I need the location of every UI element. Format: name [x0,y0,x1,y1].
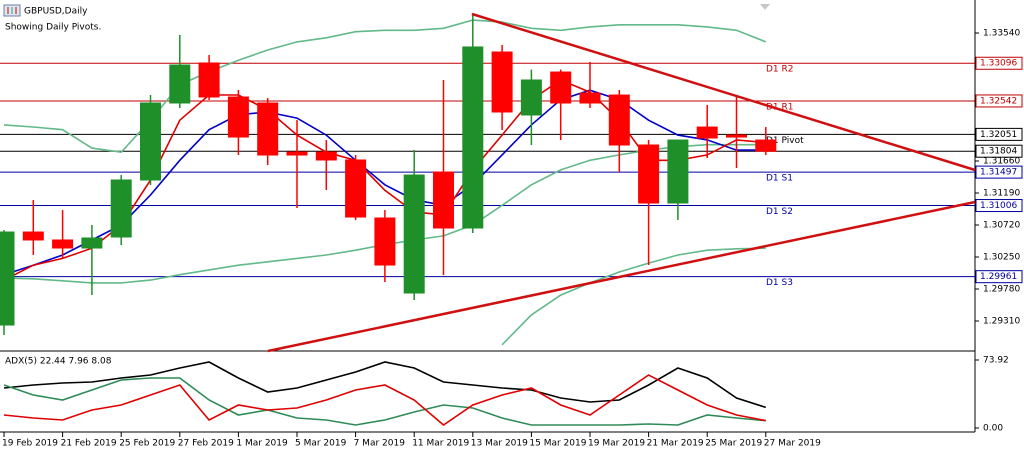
candle-body [374,217,396,266]
x-tick-label: 27 Feb 2019 [178,439,234,449]
candle-body [433,171,454,229]
candle-body [286,151,308,156]
x-tick-label: 27 Mar 2019 [764,439,821,449]
x-tick-label: 5 Mar 2019 [295,439,347,449]
candle-body [755,139,777,152]
x-tick-label: 15 Mar 2019 [529,439,586,449]
price-box [975,56,1023,70]
price-box [975,270,1023,284]
candle-body [227,96,249,138]
chart-title: GBPUSD,Daily [24,7,88,17]
price-box-label: 1.31497 [980,168,1017,178]
candle-body [315,151,337,161]
candle-body [491,51,513,113]
adx-line [3,374,766,427]
price-box-label: 1.32051 [980,130,1017,140]
price-box-label: 1.31006 [980,201,1017,211]
price-box-label: 1.33096 [980,59,1017,69]
pivot-label: D1 R2 [766,65,794,75]
price-box-label: 1.31804 [980,147,1017,157]
price-box [975,144,1023,158]
candle-body [638,144,660,204]
x-tick-label: 19 Feb 2019 [2,439,58,449]
candle-body [579,92,601,104]
candle-body [726,134,747,138]
candle-body [462,46,484,229]
y-tick-label: 1.31190 [983,189,1020,199]
pivot-label: D1 R1 [766,102,794,112]
indicator-line [3,19,767,154]
candle-body [81,237,103,249]
shift-marker [760,4,770,10]
candle-body [22,231,44,241]
chart-subtitle: Showing Daily Pivots. [5,23,101,33]
indicator-title: ADX(5) 22.44 7.96 8.08 [5,357,112,367]
candle-body [608,94,630,146]
candle-body [110,179,132,238]
trendline [267,200,976,353]
y-tick-label: 1.30250 [983,253,1020,263]
pivot-label: D1 S1 [766,174,793,184]
price-box-label: 1.29961 [980,272,1017,282]
price-box-label: 1.32542 [980,96,1017,106]
price-box [975,165,1023,179]
candle-body [520,79,542,116]
adx-line [3,377,766,426]
candle-body [198,62,220,98]
y-tick-label: 0.00 [983,424,1003,434]
x-tick-label: 11 Mar 2019 [412,439,469,449]
y-tick-label: 1.31660 [983,157,1020,167]
price-box [975,94,1023,108]
candle-body [667,139,689,204]
candle-body [403,174,425,294]
x-tick-label: 1 Mar 2019 [236,439,288,449]
y-tick-label: 73.92 [983,355,1009,365]
y-tick-label: 1.30720 [983,221,1020,231]
candle-body [52,239,74,249]
candle-body [140,102,161,181]
candle-body [550,71,572,104]
y-tick-label: 1.29780 [983,285,1020,295]
adx-panel [3,361,767,427]
price-panel: D1 R2 D1 R1 D1 Pivot D1 S1 D1 S2 D1 S3 [0,14,975,346]
price-box [975,199,1023,213]
axes: 1.33540 1.31660 1.31190 1.30720 1.30250 1.297… [2,29,1023,449]
x-tick-label: 7 Mar 2019 [354,439,406,449]
pivot-label: D1 S2 [766,207,793,217]
y-tick-label: 1.29310 [983,316,1020,326]
price-box [975,127,1023,141]
candle-body [257,102,279,156]
x-tick-label: 21 Feb 2019 [61,439,117,449]
trendline [471,12,976,172]
pivot-label: D1 S3 [766,278,793,288]
pivot-label: D1 Pivot [766,136,804,146]
x-tick-label: 25 Mar 2019 [705,439,762,449]
x-tick-label: 19 Mar 2019 [588,439,645,449]
candle-body [696,126,718,139]
candle-body [169,64,191,104]
candle-body [0,231,15,326]
candle-body [345,159,367,218]
symbol-icon [3,4,21,17]
x-tick-label: 21 Mar 2019 [647,439,704,449]
y-tick-label: 1.33540 [983,29,1020,39]
x-tick-label: 13 Mar 2019 [471,439,528,449]
x-tick-label: 25 Feb 2019 [119,439,175,449]
indicator-line [501,247,766,346]
adx-line [3,361,767,409]
